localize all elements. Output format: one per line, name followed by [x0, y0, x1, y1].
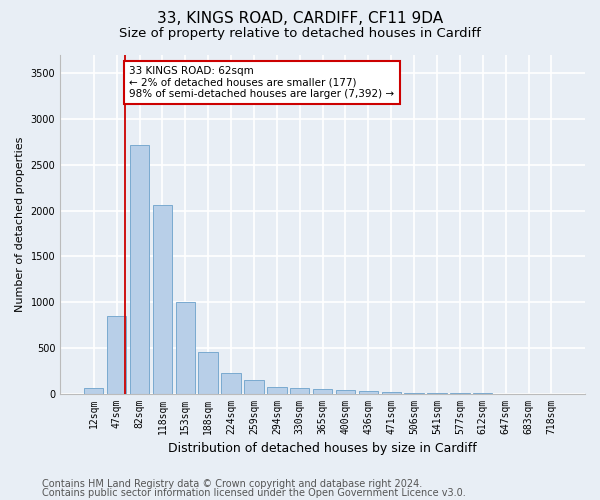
- Bar: [244, 380, 263, 394]
- Text: Size of property relative to detached houses in Cardiff: Size of property relative to detached ho…: [119, 28, 481, 40]
- Text: Contains HM Land Registry data © Crown copyright and database right 2024.: Contains HM Land Registry data © Crown c…: [42, 479, 422, 489]
- X-axis label: Distribution of detached houses by size in Cardiff: Distribution of detached houses by size …: [168, 442, 477, 455]
- Bar: [176, 302, 195, 394]
- Bar: [313, 388, 332, 394]
- Bar: [84, 388, 103, 394]
- Bar: [336, 390, 355, 394]
- Bar: [382, 392, 401, 394]
- Bar: [359, 392, 378, 394]
- Text: 33 KINGS ROAD: 62sqm
← 2% of detached houses are smaller (177)
98% of semi-detac: 33 KINGS ROAD: 62sqm ← 2% of detached ho…: [129, 66, 394, 99]
- Bar: [404, 392, 424, 394]
- Bar: [130, 144, 149, 394]
- Bar: [199, 352, 218, 394]
- Text: 33, KINGS ROAD, CARDIFF, CF11 9DA: 33, KINGS ROAD, CARDIFF, CF11 9DA: [157, 11, 443, 26]
- Y-axis label: Number of detached properties: Number of detached properties: [15, 136, 25, 312]
- Bar: [290, 388, 310, 394]
- Bar: [152, 205, 172, 394]
- Bar: [267, 386, 287, 394]
- Bar: [107, 316, 127, 394]
- Bar: [221, 373, 241, 394]
- Text: Contains public sector information licensed under the Open Government Licence v3: Contains public sector information licen…: [42, 488, 466, 498]
